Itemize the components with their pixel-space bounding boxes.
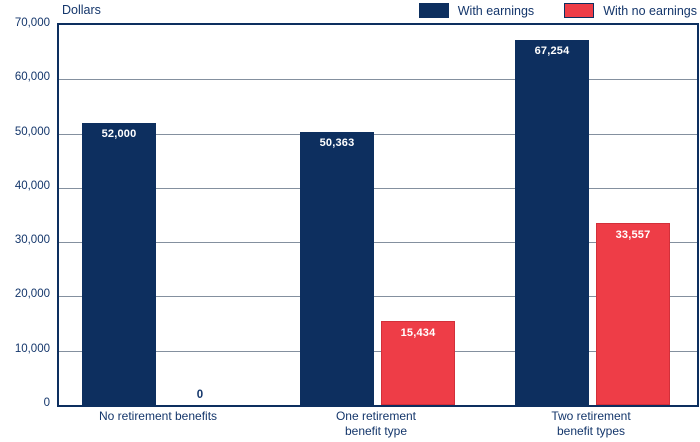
category-label: No retirement benefits [98,409,218,423]
gridline [59,242,697,243]
y-tick-label: 60,000 [14,71,50,83]
legend-swatch-with-earnings [418,3,449,18]
bar-value-label: 50,363 [319,137,355,149]
legend-item-with-no-earnings: With no earnings [564,3,697,18]
plot-area: 52,000 50,363 67,254 0 15,434 33,557 [57,23,699,407]
gridline [59,351,697,352]
bar-with-earnings: 67,254 [515,40,589,405]
legend-item-with-earnings: With earnings [418,3,535,18]
y-tick-label: 50,000 [14,126,50,138]
gridline [59,134,697,135]
bar-with-earnings: 52,000 [82,123,156,405]
y-tick-label: 40,000 [14,180,50,192]
y-tick-label: 10,000 [14,343,50,355]
bar-value-label: 33,557 [615,229,651,241]
legend: With earnings With no earnings [418,3,697,18]
bar-value-label: 52,000 [101,128,137,140]
bar-with-earnings: 50,363 [300,132,374,405]
gridline [59,188,697,189]
legend-label-with-no-earnings: With no earnings [603,3,697,18]
bar-value-zero: 0 [196,389,204,401]
y-tick-label: 70,000 [14,17,50,29]
bar-value-label: 67,254 [534,45,570,57]
y-tick-label: 0 [43,397,50,409]
y-tick-label: 30,000 [14,234,50,246]
bar-with-no-earnings: 15,434 [381,321,455,405]
legend-swatch-with-no-earnings [564,3,595,18]
legend-label-with-earnings: With earnings [457,3,535,18]
category-label: Two retirement benefit types [551,409,631,438]
category-label: One retirement benefit type [335,409,417,438]
bar-with-no-earnings: 33,557 [596,223,670,405]
y-axis-unit-label: Dollars [62,3,101,17]
gridline [59,79,697,80]
gridline [59,296,697,297]
bar-value-label: 15,434 [400,327,436,339]
y-tick-label: 20,000 [14,288,50,300]
